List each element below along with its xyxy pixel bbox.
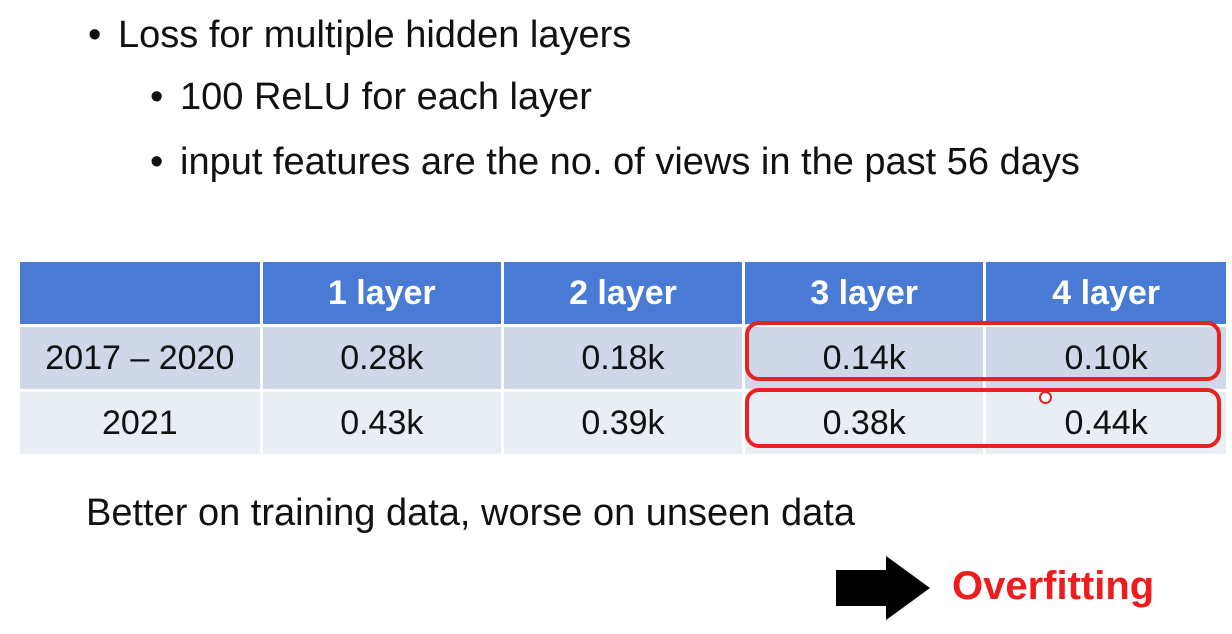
pointer-cursor-icon — [1039, 391, 1052, 404]
table-cell: 0.39k — [502, 390, 746, 454]
header-cell-4-layer: 4 layer — [984, 262, 1226, 327]
bullet-sub-2-text: input features are the no. of views in t… — [180, 141, 1080, 183]
highlight-box-row-1 — [745, 321, 1221, 381]
conclusion-label: Overfitting — [952, 564, 1155, 608]
table-row: 2021 0.43k 0.39k 0.38k 0.44k — [20, 390, 1226, 454]
bullet-main-text: Loss for multiple hidden layers — [118, 14, 632, 56]
bullet-dot: • — [150, 141, 164, 183]
right-arrow-icon — [836, 556, 930, 620]
header-cell-3-layer: 3 layer — [743, 262, 987, 327]
header-cell-empty — [20, 262, 263, 327]
row-label: 2017 – 2020 — [20, 325, 263, 392]
bullet-main: • Loss for multiple hidden layers — [88, 12, 632, 58]
table-cell: 0.18k — [502, 325, 746, 392]
bullet-dot: • — [88, 14, 102, 56]
table-cell: 0.28k — [261, 325, 504, 392]
bullet-sub-2: • input features are the no. of views in… — [150, 136, 1190, 188]
header-cell-2-layer: 2 layer — [502, 262, 746, 327]
table-cell: 0.44k — [984, 390, 1226, 454]
bullet-sub-1: • 100 ReLU for each layer — [150, 74, 592, 120]
bullet-dot: • — [150, 76, 164, 118]
loss-table: 1 layer 2 layer 3 layer 4 layer 2017 – 2… — [20, 262, 1226, 454]
highlight-box-row-2 — [745, 388, 1221, 448]
bullet-sub-1-text: 100 ReLU for each layer — [180, 76, 592, 118]
summary-text: Better on training data, worse on unseen… — [86, 492, 855, 534]
header-cell-1-layer: 1 layer — [261, 262, 504, 327]
row-label: 2021 — [20, 390, 263, 454]
table-cell: 0.43k — [261, 390, 504, 454]
table-cell: 0.38k — [743, 390, 987, 454]
table-header-row: 1 layer 2 layer 3 layer 4 layer — [20, 262, 1226, 327]
